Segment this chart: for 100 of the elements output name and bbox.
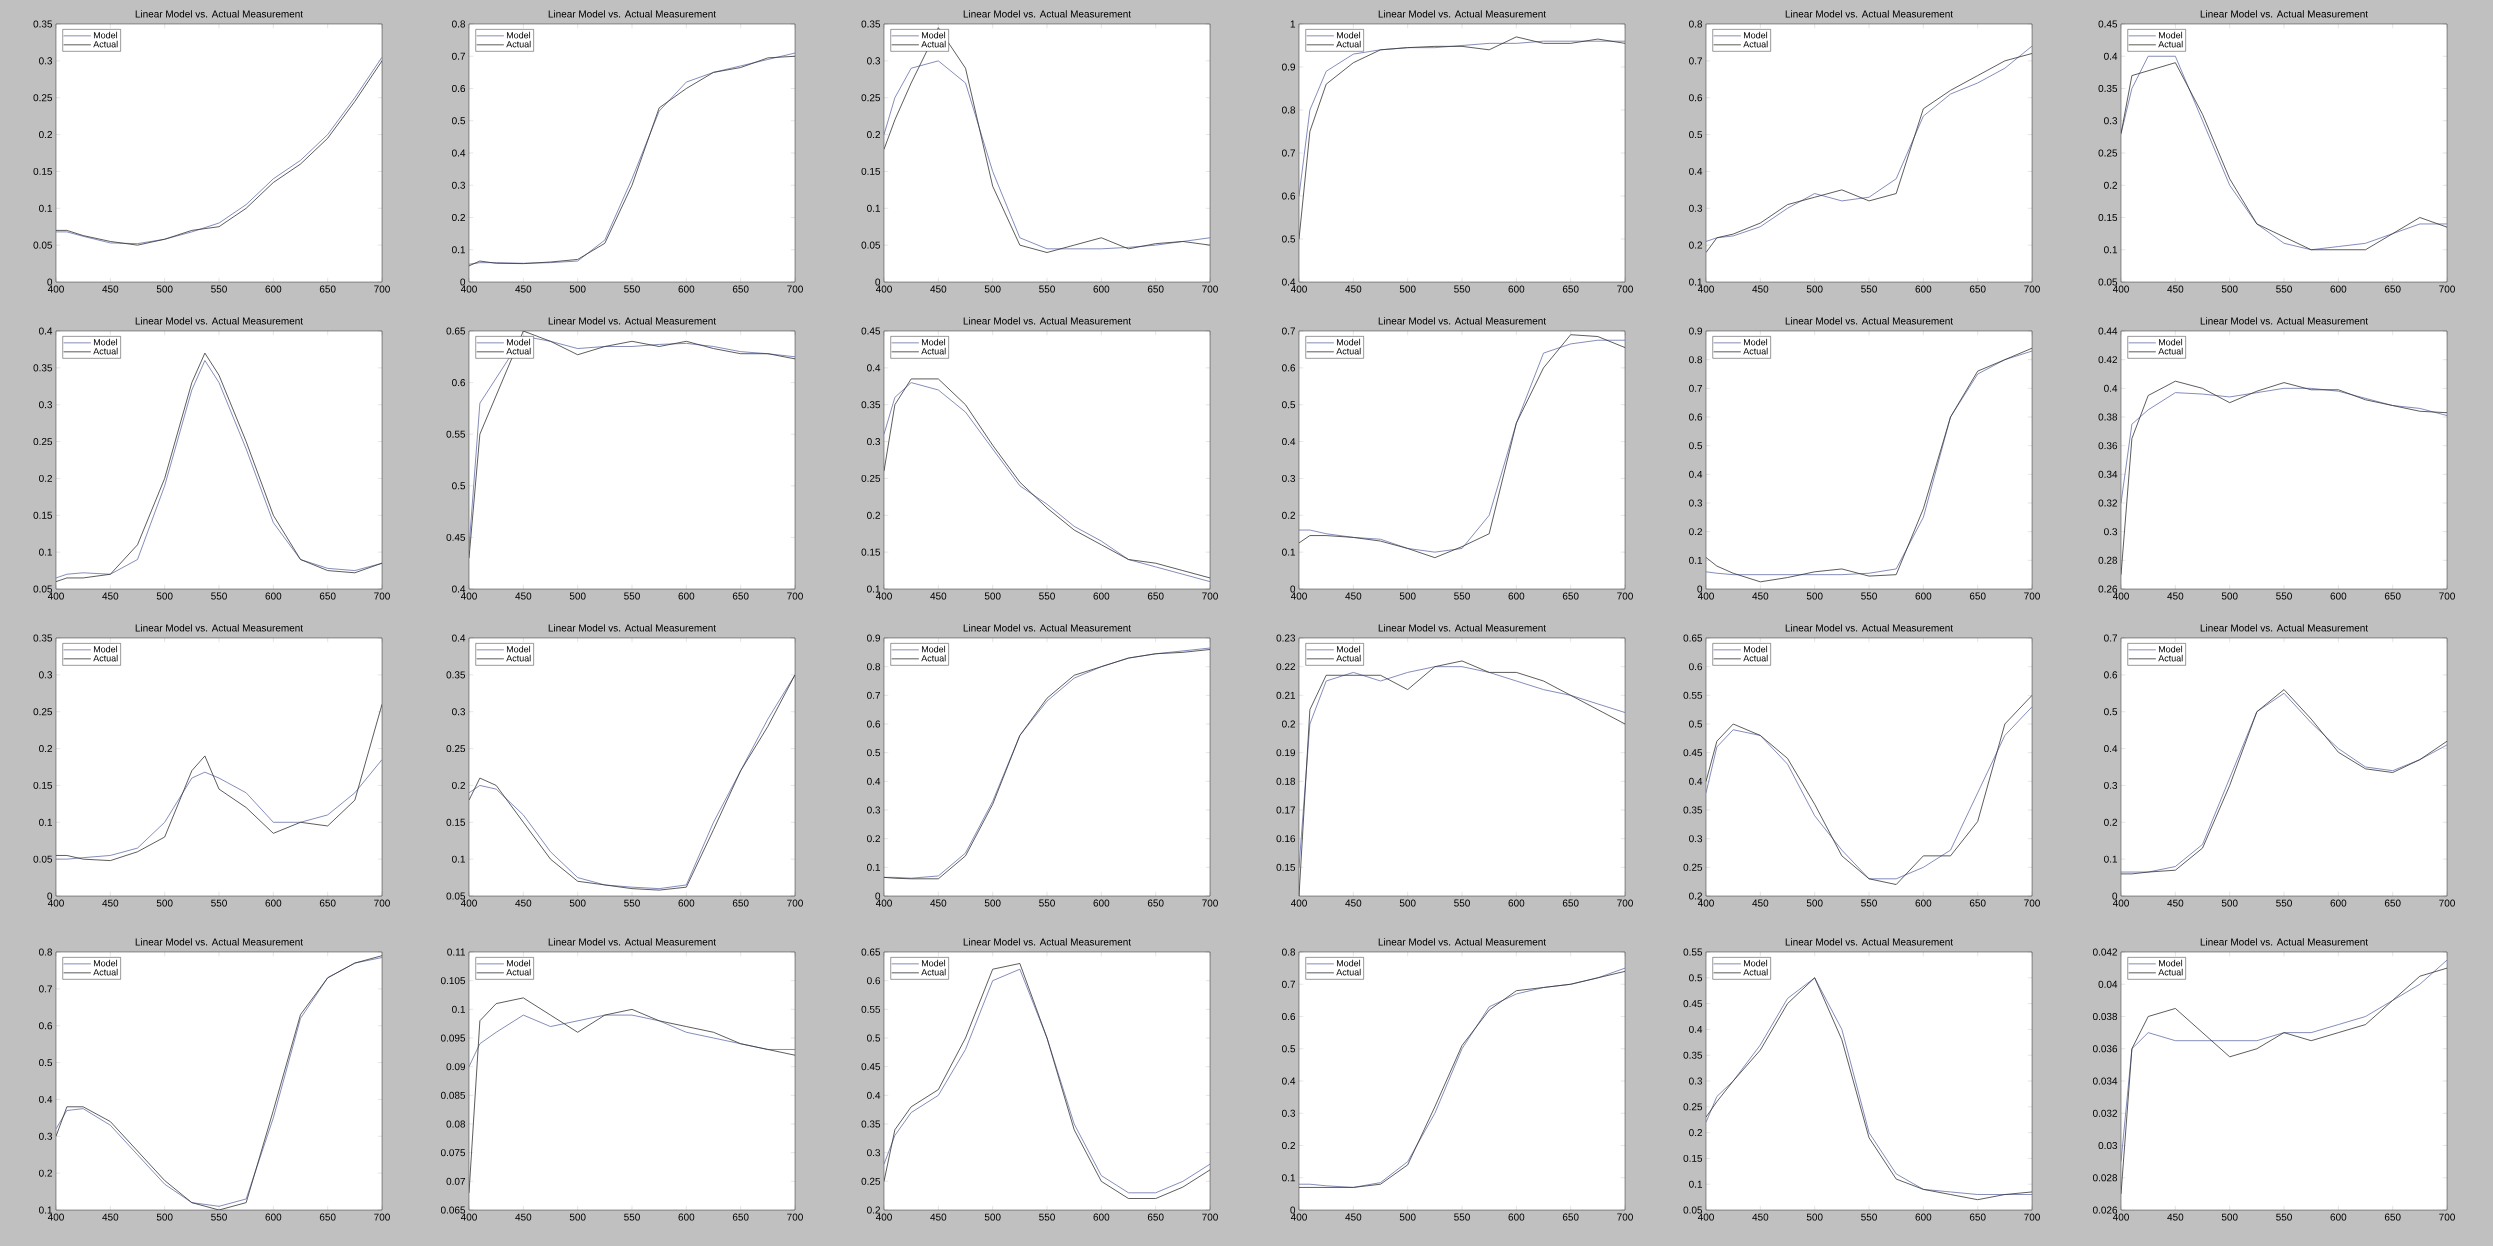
y-tick-label: 0.4 <box>2104 52 2118 60</box>
legend-label: Actual <box>1743 347 1768 355</box>
y-tick-label: 0.5 <box>1282 1045 1296 1053</box>
y-tick-label: 0.3 <box>39 671 53 679</box>
x-tick-label: 550 <box>1454 592 1470 600</box>
y-tick-label: 0.1 <box>2104 855 2118 863</box>
legend-label: Actual <box>921 968 946 976</box>
y-tick-label: 0.4 <box>867 364 881 372</box>
chart-title: Linear Model vs. Actual Measurement <box>548 938 716 946</box>
y-tick-label: 0.15 <box>1683 1154 1703 1162</box>
legend-label: Model <box>1743 645 1768 653</box>
y-tick-label: 0.1 <box>1689 1180 1703 1188</box>
y-tick-label: 0.6 <box>867 977 881 985</box>
y-tick-label: 0.1 <box>867 585 881 593</box>
x-tick-label: 600 <box>1915 592 1932 600</box>
x-tick-label: 600 <box>1915 285 1932 293</box>
y-tick-label: 0.25 <box>1683 1103 1703 1111</box>
legend-label: Actual <box>1336 654 1361 662</box>
x-tick-label: 650 <box>1969 899 1986 907</box>
legend-label: Actual <box>921 654 946 662</box>
legend-label: Model <box>93 338 118 346</box>
line-series <box>469 997 795 1194</box>
y-tick-label: 0.4 <box>39 1095 53 1103</box>
y-tick-label: 0.6 <box>39 1022 53 1030</box>
legend-label: Model <box>921 338 946 346</box>
x-tick-label: 500 <box>984 592 1001 600</box>
y-tick-label: 0.3 <box>867 57 881 65</box>
y-tick-label: 0.3 <box>1689 499 1703 507</box>
y-tick-label: 0.6 <box>452 379 466 387</box>
y-tick-label: 0.4 <box>2104 745 2118 753</box>
y-tick-label: 0 <box>1697 585 1703 593</box>
x-tick-label: 650 <box>2384 899 2401 907</box>
y-tick-label: 0.35 <box>2098 84 2118 93</box>
x-tick-label: 500 <box>1806 1213 1823 1221</box>
x-tick-label: 450 <box>1345 1213 1362 1221</box>
legend-label: Actual <box>506 968 531 976</box>
x-tick-label: 400 <box>1697 1213 1714 1221</box>
x-tick-label: 550 <box>1454 1213 1470 1221</box>
y-tick-label: 0 <box>47 278 53 286</box>
x-tick-label: 700 <box>2439 285 2455 293</box>
x-tick-label: 650 <box>732 1213 749 1221</box>
y-tick-label: 0.35 <box>33 364 53 372</box>
y-tick-label: 0.2 <box>1689 241 1703 249</box>
line-series <box>56 703 382 862</box>
line-series <box>884 27 1211 253</box>
chart-title: Linear Model vs. Actual Measurement <box>135 938 303 946</box>
x-tick-label: 650 <box>2384 592 2401 600</box>
x-tick-label: 500 <box>569 592 586 600</box>
y-tick-label: 0.075 <box>440 1149 466 1157</box>
chart-title: Linear Model vs. Actual Measurement <box>1785 938 1953 946</box>
y-tick-label: 0 <box>1290 585 1296 593</box>
y-tick-label: 0.1 <box>452 855 466 863</box>
x-tick-label: 650 <box>732 285 749 293</box>
x-tick-label: 600 <box>265 285 282 293</box>
legend-label: Actual <box>1336 347 1361 355</box>
x-tick-label: 550 <box>1861 899 1877 907</box>
x-tick-label: 550 <box>1454 285 1470 293</box>
y-tick-label: 0.5 <box>39 1059 53 1067</box>
y-tick-label: 0.1 <box>452 246 466 254</box>
y-tick-label: 0.9 <box>1689 327 1703 335</box>
y-tick-label: 0.9 <box>1282 63 1296 71</box>
x-tick-label: 450 <box>1752 592 1769 600</box>
y-tick-label: 0.15 <box>861 167 881 175</box>
legend-label: Actual <box>921 347 946 355</box>
chart-title: Linear Model vs. Actual Measurement <box>2200 317 2368 325</box>
y-tick-label: 0.5 <box>1282 401 1296 409</box>
y-tick-label: 0 <box>2112 892 2118 900</box>
x-tick-label: 700 <box>1617 592 1633 600</box>
y-tick-label: 0.5 <box>1689 720 1703 728</box>
y-tick-label: 0.3 <box>2104 781 2118 789</box>
x-tick-label: 500 <box>569 285 586 293</box>
x-tick-label: 650 <box>1969 592 1986 600</box>
x-tick-label: 550 <box>624 592 640 600</box>
x-tick-label: 450 <box>2167 1213 2184 1221</box>
x-tick-label: 450 <box>1752 1213 1769 1221</box>
y-tick-label: 0.55 <box>1683 948 1703 956</box>
x-tick-label: 600 <box>678 1213 695 1221</box>
y-tick-label: 0.4 <box>1689 1025 1703 1033</box>
legend-label: Actual <box>506 40 531 48</box>
y-tick-label: 0.28 <box>2098 556 2118 564</box>
x-tick-label: 500 <box>2221 1213 2238 1221</box>
x-tick-label: 450 <box>102 592 119 600</box>
x-tick-label: 550 <box>1861 592 1877 600</box>
x-tick-label: 500 <box>569 899 586 907</box>
y-tick-label: 0.1 <box>867 863 881 871</box>
y-tick-label: 0.3 <box>1282 1109 1296 1117</box>
x-tick-label: 600 <box>1093 1213 1110 1221</box>
x-tick-label: 700 <box>787 592 803 600</box>
y-tick-label: 0.25 <box>861 94 881 102</box>
y-tick-label: 0.5 <box>452 482 466 490</box>
x-tick-label: 400 <box>875 1213 892 1221</box>
x-tick-label: 600 <box>265 592 282 600</box>
y-tick-label: 0.5 <box>2104 708 2118 716</box>
legend-label: Model <box>2158 338 2183 346</box>
y-tick-label: 0.25 <box>446 745 466 753</box>
y-tick-label: 0.35 <box>1683 1051 1703 1059</box>
x-tick-label: 400 <box>875 592 892 600</box>
x-tick-label: 400 <box>2112 285 2129 293</box>
y-tick-label: 0.17 <box>1276 806 1295 814</box>
y-tick-label: 0.6 <box>1282 1012 1296 1021</box>
